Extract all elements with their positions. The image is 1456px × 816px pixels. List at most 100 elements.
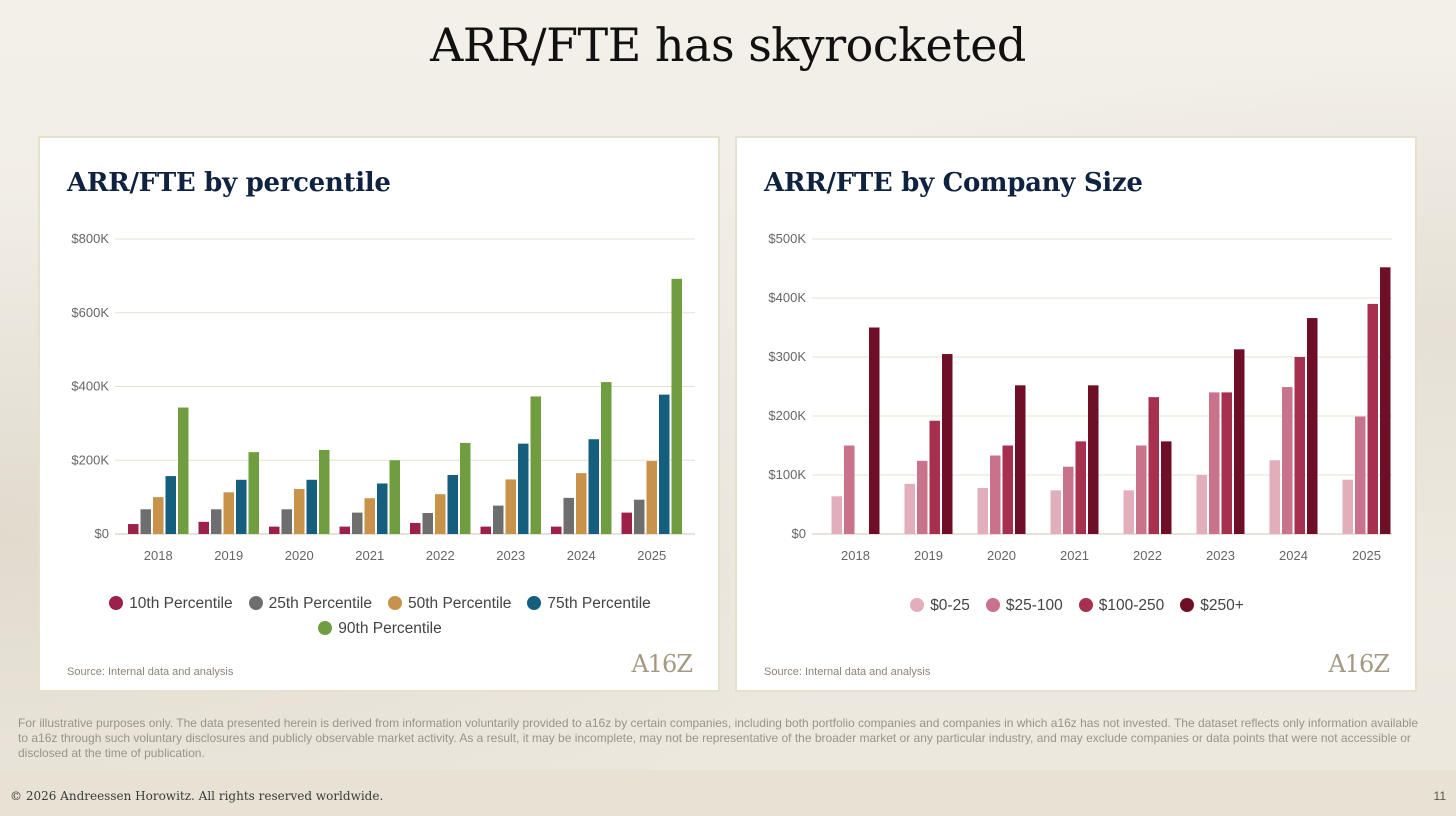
legend-item: 75th Percentile <box>527 591 651 616</box>
bar <box>671 278 682 534</box>
chart-legend: $0-25 $25-100 $100-250 $250+ <box>777 593 1377 618</box>
bar <box>563 497 574 534</box>
bar <box>869 327 880 534</box>
chart-title: ARR/FTE by percentile <box>67 168 391 198</box>
bar <box>447 475 458 534</box>
bar <box>1234 349 1245 534</box>
bar <box>223 492 234 534</box>
legend-label: 90th Percentile <box>338 620 442 637</box>
legend-item: $25-100 <box>985 593 1063 618</box>
x-tick-label: 2025 <box>637 548 666 563</box>
legend-item: 25th Percentile <box>248 591 372 616</box>
bar <box>493 505 504 534</box>
x-tick-label: 2019 <box>214 548 243 563</box>
bar <box>551 526 562 534</box>
bar <box>942 354 953 534</box>
bar <box>435 494 446 534</box>
bar <box>1050 490 1061 534</box>
bar <box>1161 441 1172 534</box>
chart-title: ARR/FTE by Company Size <box>764 168 1143 198</box>
legend-swatch <box>910 598 925 612</box>
bar <box>339 526 350 534</box>
chart-percentile: $0 $200K $400K $600K $800K 2018 2019 2020 2021 20… <box>71 231 695 563</box>
y-tick-label: $100K <box>768 467 806 482</box>
bar <box>1002 445 1013 534</box>
bar <box>659 394 670 534</box>
bar <box>1088 385 1099 534</box>
x-tick-label: 2020 <box>285 548 314 563</box>
y-tick-label: $400K <box>768 290 806 305</box>
legend-swatch <box>1180 598 1195 612</box>
x-tick-label: 2022 <box>1133 548 1162 563</box>
y-tick-label: $300K <box>768 349 806 364</box>
bar <box>422 512 433 534</box>
bar <box>165 476 176 534</box>
y-tick-label: $0 <box>792 526 806 541</box>
legend-label: $0-25 <box>930 597 970 614</box>
legend-swatch <box>109 596 124 610</box>
bar <box>1136 445 1147 534</box>
x-tick-label: 2023 <box>1206 548 1235 563</box>
legend-item: 90th Percentile <box>318 616 442 641</box>
bar <box>1269 460 1280 534</box>
legend-swatch <box>1078 598 1093 612</box>
bar <box>319 449 330 534</box>
legend-label: $100-250 <box>1098 597 1165 614</box>
x-tick-label: 2018 <box>144 548 173 563</box>
disclaimer: For illustrative purposes only. The data… <box>18 716 1419 760</box>
bar <box>977 487 988 534</box>
legend-swatch <box>388 596 402 610</box>
bar <box>352 512 363 534</box>
bar <box>364 498 375 534</box>
page-number: 11 <box>1433 789 1446 803</box>
legend-item: $0-25 <box>910 593 970 618</box>
bar <box>1209 392 1220 534</box>
bar <box>929 420 940 534</box>
x-tick-label: 2020 <box>987 548 1016 563</box>
bar <box>460 442 471 534</box>
bar <box>601 382 612 534</box>
x-tick-label: 2022 <box>426 548 455 563</box>
source-note: Source: Internal data and analysis <box>67 666 234 678</box>
bar <box>1123 490 1134 534</box>
bar <box>1075 441 1086 534</box>
x-tick-label: 2024 <box>1279 548 1308 563</box>
bar <box>294 489 305 534</box>
bar <box>236 479 247 534</box>
bar <box>1015 385 1026 534</box>
bar <box>1282 387 1293 534</box>
bar <box>530 396 541 534</box>
bar <box>844 445 855 534</box>
copyright: © 2026 Andreessen Horowitz. All rights r… <box>10 789 384 803</box>
bar <box>1196 475 1207 534</box>
x-tick-label: 2019 <box>914 548 943 563</box>
legend-label: 25th Percentile <box>268 595 372 612</box>
bar <box>990 455 1001 534</box>
bar <box>505 479 516 534</box>
page-title: ARR/FTE has skyrocketed <box>430 18 1026 72</box>
y-tick-label: $200K <box>71 452 109 467</box>
legend-swatch <box>318 621 333 635</box>
bar <box>248 452 259 534</box>
chart-panel-percentile: ARR/FTE by percentile $0 $200K $400K $600K $… <box>38 136 720 692</box>
legend-label: 10th Percentile <box>129 595 233 612</box>
bar <box>1342 479 1353 534</box>
legend-label: $25-100 <box>1005 597 1063 614</box>
bar <box>588 439 599 534</box>
legend-item: 10th Percentile <box>109 591 233 616</box>
bar <box>904 483 915 534</box>
bar <box>377 483 388 534</box>
bar <box>1148 397 1159 534</box>
bar <box>211 509 222 534</box>
y-tick-label: $400K <box>71 379 109 394</box>
legend-label: 75th Percentile <box>547 595 651 612</box>
bar <box>634 499 645 534</box>
y-tick-label: $600K <box>71 305 109 320</box>
source-note: Source: Internal data and analysis <box>764 666 931 678</box>
legend-swatch <box>248 596 263 610</box>
bar <box>1355 416 1366 534</box>
x-tick-label: 2024 <box>567 548 596 563</box>
y-tick-label: $200K <box>768 408 806 423</box>
bar <box>198 521 209 534</box>
x-tick-label: 2021 <box>355 548 384 563</box>
